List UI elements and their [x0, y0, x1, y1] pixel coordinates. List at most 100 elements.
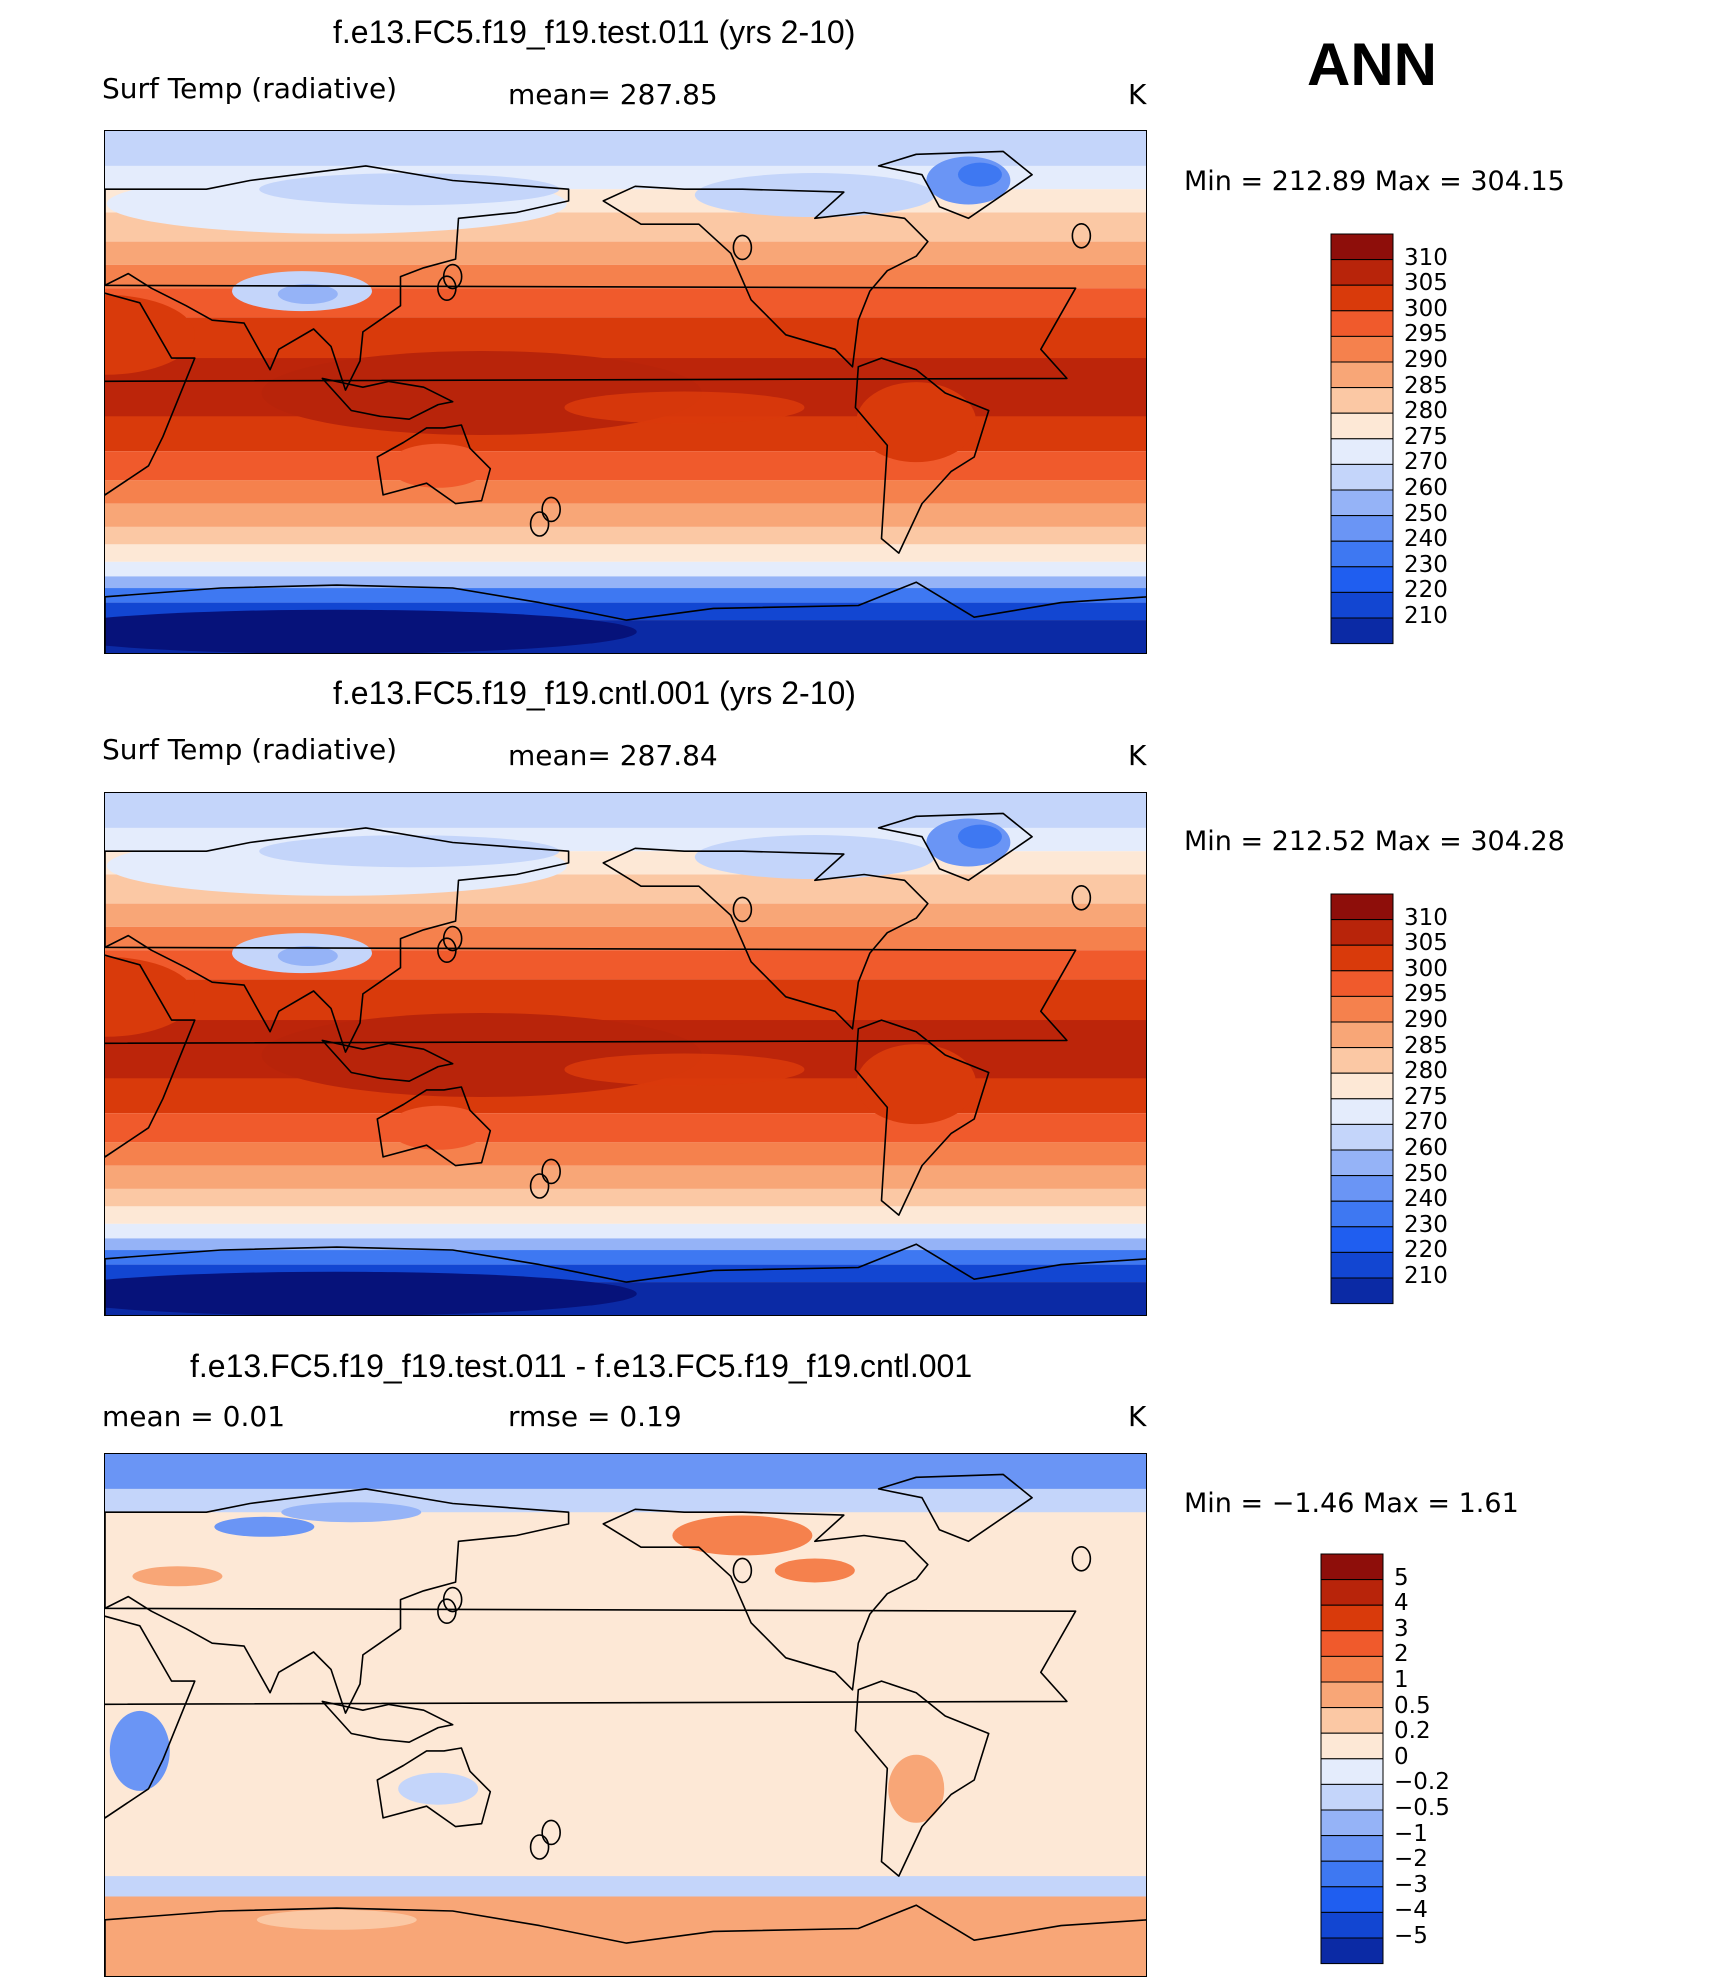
colorbar-tick-label: 250 — [1404, 1160, 1448, 1187]
tibet-core — [277, 284, 338, 305]
colorbar-tick-label: 3 — [1394, 1615, 1409, 1642]
colorbar-tick-label: 220 — [1404, 1237, 1448, 1264]
siberia-cold-2 — [281, 1502, 422, 1523]
temperature-band — [105, 1250, 1146, 1265]
colorbar-tick-label: −3 — [1394, 1871, 1428, 1898]
canada-warm-anomaly — [672, 1515, 813, 1556]
southern-band — [105, 1876, 1146, 1897]
coastline-greenland — [877, 1473, 1033, 1543]
panel3-field — [105, 1454, 1146, 1976]
coastline-australia — [376, 424, 492, 505]
temperature-band — [105, 1165, 1146, 1189]
colorbar-box — [1330, 591, 1394, 619]
coastline-namerica — [602, 847, 929, 1030]
colorbar-box — [1330, 1226, 1394, 1253]
colorbar-tick-label: 280 — [1404, 398, 1448, 425]
samerica-warm-anomaly — [888, 1754, 945, 1823]
coastline-eurasia — [105, 827, 570, 1053]
coastline-island — [442, 1586, 463, 1613]
coastline-island — [1071, 223, 1092, 249]
colorbar-tick-label: 285 — [1404, 372, 1448, 399]
coastline-samerica — [854, 357, 990, 554]
temperature-band — [105, 544, 1146, 562]
panel3-mean-label: mean = 0.01 — [102, 1400, 286, 1433]
colorbar-box — [1320, 1886, 1384, 1913]
temperature-band — [105, 926, 1146, 951]
colorbar-box — [1330, 1175, 1394, 1202]
coastline-island — [1071, 1546, 1092, 1572]
temperature-band — [105, 526, 1146, 545]
panel2-field — [105, 793, 1146, 1315]
temperature-band — [105, 576, 1146, 589]
colorbar-tick-label: 210 — [1404, 603, 1448, 629]
temperature-band — [105, 588, 1146, 603]
panel3-title: f.e13.FC5.f19_f19.test.011 - f.e13.FC5.f… — [190, 1348, 973, 1384]
colorbar-tick-label: 250 — [1404, 500, 1448, 527]
temperature-band — [105, 903, 1146, 927]
coastline-australia — [376, 1086, 492, 1167]
colorbar-box — [1330, 617, 1394, 645]
colorbar-box — [1330, 1149, 1394, 1177]
panel2-title: f.e13.FC5.f19_f19.cntl.001 (yrs 2-10) — [333, 675, 856, 711]
colorbar-box — [1330, 1123, 1394, 1151]
siberia-core — [259, 173, 560, 206]
colorbar-box — [1320, 1579, 1384, 1606]
colorbar-tick-label: 270 — [1404, 1109, 1448, 1136]
colorbar-tick-label: 230 — [1404, 1211, 1448, 1238]
colorbar-tick-label: 290 — [1404, 1007, 1448, 1033]
panel2-map — [104, 792, 1147, 1316]
colorbar-box — [1330, 259, 1394, 286]
siberia-cold-anomaly — [214, 1516, 315, 1537]
antarctic-warm-anomaly — [256, 1909, 417, 1930]
colorbar-tick-label: −2 — [1394, 1846, 1428, 1873]
colorbar-box — [1330, 412, 1394, 440]
coastline-island — [442, 925, 463, 952]
canada-cold — [694, 835, 935, 880]
amazon-warm — [856, 1044, 977, 1125]
temperature-band — [105, 561, 1146, 577]
colorbar-box — [1320, 1809, 1384, 1837]
panel1-map — [104, 130, 1147, 654]
coastline-greenland — [877, 150, 1033, 220]
colorbar-box — [1330, 335, 1394, 363]
colorbar-box — [1330, 995, 1394, 1023]
coastline-samerica — [854, 1680, 990, 1877]
coastline-africa — [105, 1607, 1077, 1819]
colorbar-box — [1320, 1553, 1384, 1581]
colorbar-box — [1330, 970, 1394, 997]
colorbar-box — [1330, 1251, 1394, 1279]
sahara-warm — [105, 294, 195, 375]
colorbar-box — [1330, 1021, 1394, 1049]
antarctic-plateau — [105, 609, 637, 653]
sahara-warm — [105, 956, 195, 1037]
panel1-title: f.e13.FC5.f19_f19.test.011 (yrs 2-10) — [333, 14, 856, 50]
temperature-band — [105, 1223, 1146, 1239]
colorbar-box — [1320, 1630, 1384, 1657]
colorbar-box — [1320, 1758, 1384, 1785]
panel1-unit: K — [1128, 78, 1147, 111]
panel3-map — [104, 1453, 1147, 1977]
colorbar-tick-label: 0.2 — [1394, 1718, 1431, 1745]
temperature-band — [105, 480, 1146, 504]
cold-tongue — [564, 1053, 805, 1086]
coastline-antarctica — [105, 581, 1146, 653]
coastline-antarctica — [105, 1243, 1146, 1315]
coastline-samerica — [854, 1019, 990, 1216]
temperature-band — [105, 1113, 1146, 1143]
coastline-island — [442, 263, 463, 290]
coastline-eurasia — [105, 1488, 570, 1714]
colorbar-box — [1330, 1200, 1394, 1228]
coastline-island — [732, 234, 753, 261]
colorbar-box — [1330, 438, 1394, 465]
colorbar-box — [1330, 361, 1394, 389]
coastline-indonesia — [321, 1700, 454, 1744]
colorbar-tick-label: 220 — [1404, 577, 1448, 604]
colorbar-boxes — [1330, 893, 1394, 1305]
colorbar-tick-label: −1 — [1394, 1820, 1428, 1847]
africa-cold-anomaly — [109, 1710, 170, 1791]
colorbar-box — [1320, 1655, 1384, 1683]
colorbar-tick-label: 1 — [1394, 1667, 1409, 1693]
arctic-band-2 — [105, 1488, 1146, 1513]
colorbar-tick-label: 260 — [1404, 475, 1448, 501]
colorbar-box — [1320, 1937, 1384, 1965]
